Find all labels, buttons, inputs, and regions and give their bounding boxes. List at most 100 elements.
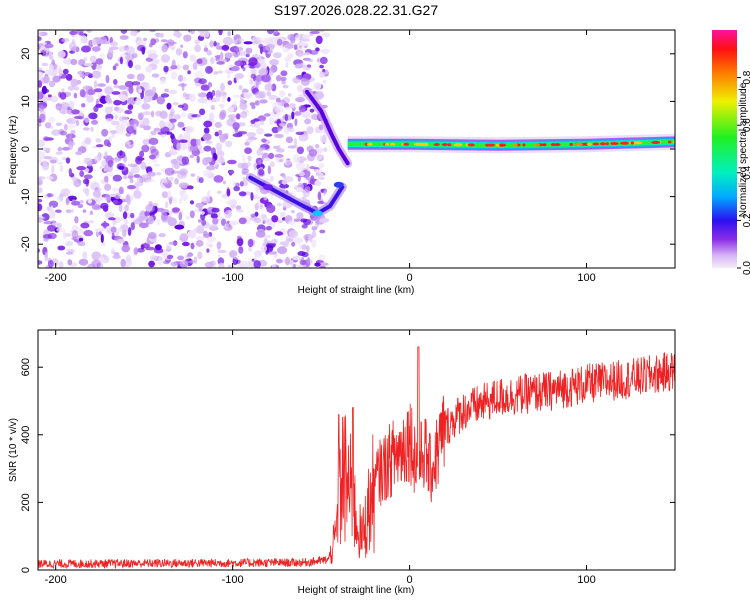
heatmap-cell [272,52,282,59]
heatmap-cell [257,55,262,59]
heatmap-cell [99,53,105,60]
heatmap-cell [293,138,298,147]
heatmap-cell [112,199,119,204]
heatmap-cell [120,258,126,268]
heatmap-cell [101,242,106,247]
x-tick-label: -200 [45,272,67,284]
heatmap-cell [121,244,131,253]
heatmap-cell [238,246,244,254]
heatmap-cell [245,47,253,54]
heatmap-cell [323,79,327,84]
heatmap-cell [96,144,104,148]
heatmap-cell [83,174,93,179]
heatmap-cell [181,156,190,165]
heatmap-cell [99,166,104,170]
heatmap-cell [70,78,79,88]
heatmap-cell [76,166,86,171]
heatmap-cell [48,200,59,208]
colorbar-tick-label: 0.2 [742,213,750,227]
heatmap-cell [306,164,310,172]
heatmap-cell [82,209,87,213]
heatmap-cell [190,173,196,177]
heatmap-cell [111,187,119,192]
heatmap-cell [49,210,56,219]
heatmap-cell [285,238,294,243]
heatmap-cell [118,165,125,170]
heatmap-cell [189,154,195,159]
heatmap-cell [129,178,134,184]
heatmap-cell [216,151,225,157]
heatmap-cell [140,161,147,170]
heatmap-cell [127,104,134,110]
heatmap-cell [55,122,63,127]
heatmap-cell [148,137,159,145]
heatmap-cell [265,225,272,231]
heatmap-cell [126,197,131,206]
heatmap-cell [303,52,311,56]
heatmap-cell [217,241,221,251]
heatmap-cell [220,218,227,226]
heatmap-cell [158,233,166,238]
heatmap-cell [295,162,305,171]
heatmap-cell [286,161,293,166]
heatmap-cell [152,202,159,207]
heatmap-cell [281,80,286,85]
heatmap-cell [168,89,178,95]
heatmap-cell [208,97,212,105]
heatmap-cell [104,212,115,219]
heatmap-cell [234,60,244,67]
heatmap-cell [170,108,175,118]
x-tick-label: -100 [222,272,244,284]
heatmap-cell [294,118,298,127]
heatmap-cell [239,50,247,57]
heatmap-cell [77,227,84,235]
heatmap-cell [205,30,210,38]
x-tick-label: 0 [407,574,413,586]
heatmap-cell [133,247,139,255]
heatmap-cell [318,162,325,169]
heatmap-cell [291,210,295,214]
heatmap-cell [281,179,288,185]
heatmap-cell [80,222,90,229]
heatmap-cell [95,103,103,108]
heatmap-cell [274,154,284,158]
snr-panel: -200 -100 0 100 0 200 400 600 Height of straig… [8,329,676,596]
heatmap-cell [197,251,203,260]
heatmap-cell [187,230,197,239]
heatmap-carrier-peak [364,142,368,146]
heatmap-cell [91,119,99,125]
heatmap-cell [136,39,147,47]
colorbar-tick-label: 0.6 [742,118,750,132]
heatmap-cell [219,136,226,143]
heatmap-cell [86,160,93,167]
heatmap-cell [75,151,83,156]
heatmap-cell [82,85,92,91]
heatmap-cell [178,211,182,221]
heatmap-cell [291,263,298,268]
heatmap-cell [297,52,302,58]
heatmap-cell [250,213,256,218]
heatmap-cell [223,133,229,137]
heatmap-cell [38,73,43,81]
heatmap-cell [111,232,115,240]
heatmap-cell [125,254,132,262]
heatmap-cell [304,186,311,193]
heatmap-cell [218,262,225,268]
heatmap-cell [166,102,172,110]
heatmap-cell [235,113,241,120]
heatmap-cell [319,217,329,223]
heatmap-cell [155,33,162,38]
heatmap-cell [309,234,313,243]
heatmap-cell [135,155,143,165]
heatmap-cell [135,97,142,106]
heatmap-cell [64,109,74,114]
heatmap-cell [86,95,94,103]
heatmap-cell [119,94,127,102]
snr-x-axis: -200 -100 0 100 [45,330,596,586]
heatmap-cell [267,165,272,175]
heatmap-cell [154,244,162,251]
heatmap-cell [261,138,267,143]
heatmap-cell [311,230,317,238]
heatmap-cell [247,238,254,248]
heatmap-cell [227,159,237,165]
